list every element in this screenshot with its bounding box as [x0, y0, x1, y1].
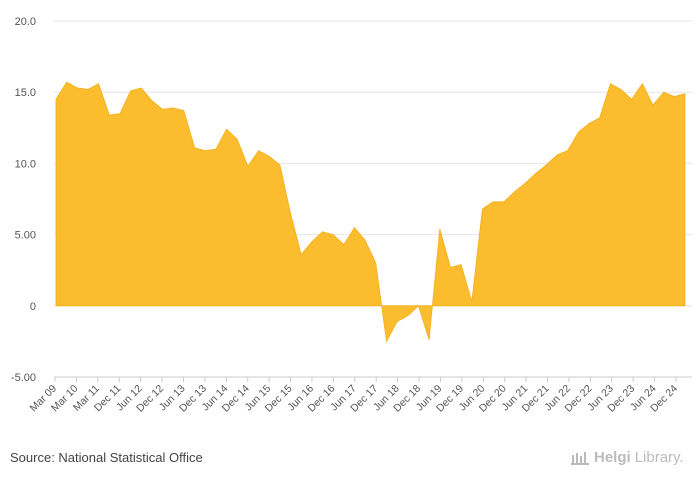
brand-name: Helgi	[594, 449, 631, 466]
series-area	[55, 81, 686, 343]
brand-logo: Helgi Library.	[570, 449, 684, 466]
brand-suffix: Library.	[634, 449, 684, 466]
y-tick-label: 20.0	[15, 16, 36, 28]
y-tick-label: 5.00	[15, 230, 36, 242]
y-tick-label: 0	[30, 301, 36, 313]
y-tick-label: 15.0	[15, 87, 36, 99]
library-icon	[571, 451, 589, 465]
y-axis: -5.00 0 5.00 10.0 15.0 20.0	[11, 16, 36, 384]
y-tick-label: 10.0	[15, 158, 36, 170]
plot-area	[55, 81, 686, 343]
source-note: Source: National Statistical Office	[10, 450, 203, 465]
y-tick-label: -5.00	[11, 372, 36, 384]
